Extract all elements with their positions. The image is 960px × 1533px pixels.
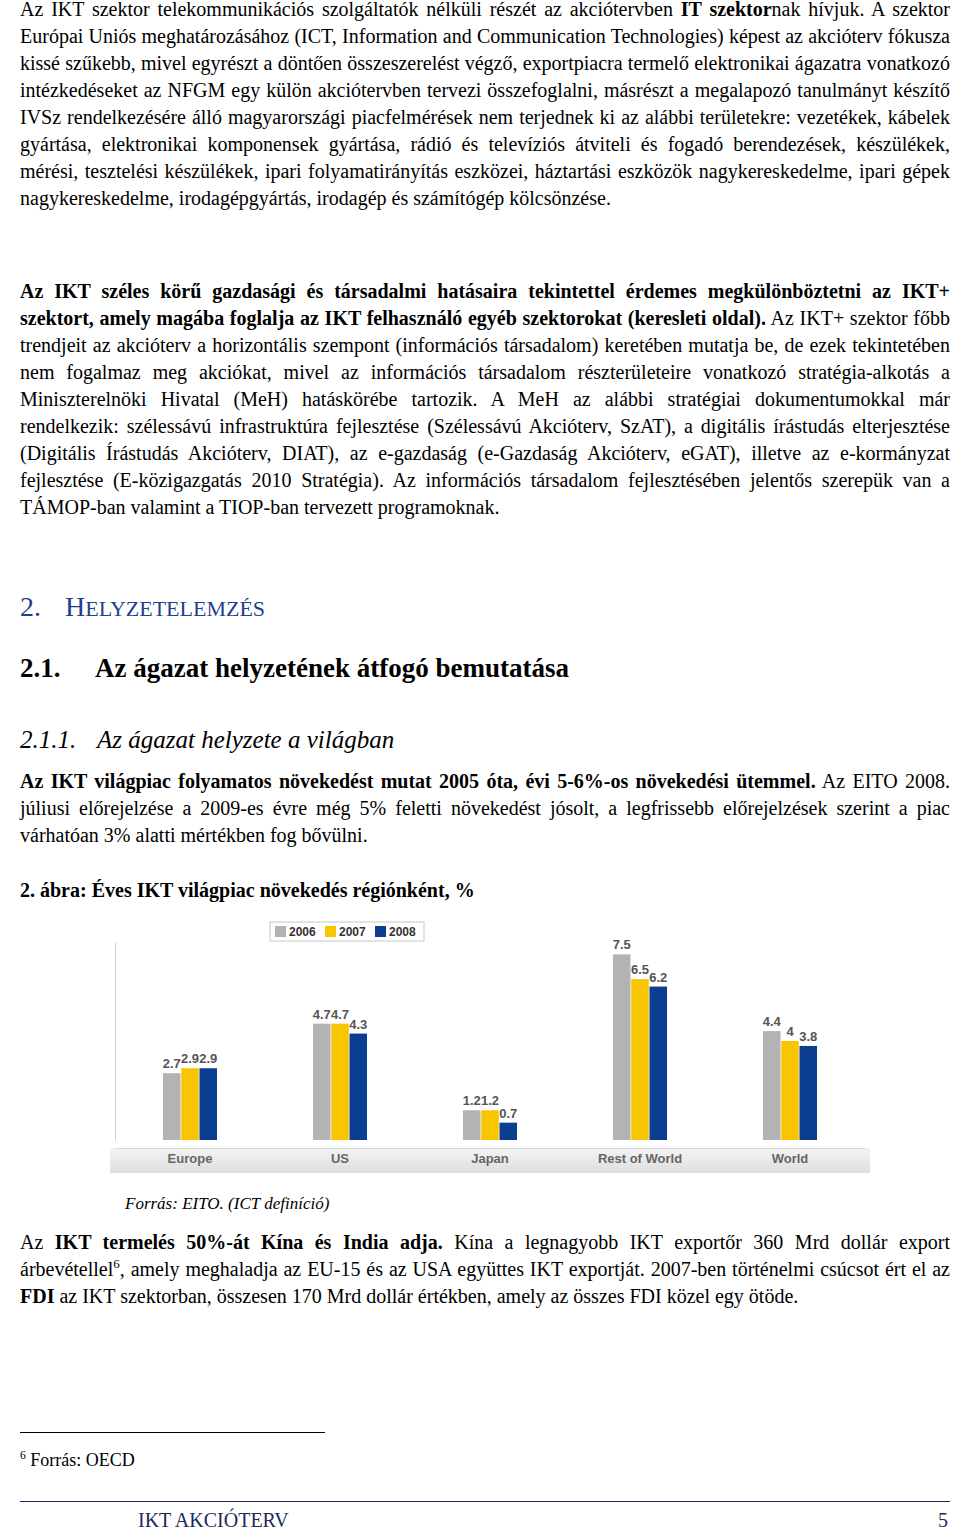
data-label: 3.8 xyxy=(799,1029,817,1044)
x-tick-label: World xyxy=(772,1151,809,1166)
legend-label: 2006 xyxy=(289,925,316,939)
text-run: , amely meghaladja az EU-15 és az USA eg… xyxy=(120,1258,950,1280)
x-tick: Japan xyxy=(471,1148,509,1166)
legend-swatch xyxy=(325,926,336,937)
bar xyxy=(631,979,649,1140)
chart-title: 2. ábra: Éves IKT világpiac növekedés ré… xyxy=(20,877,475,904)
data-label: 2.9 xyxy=(181,1051,199,1066)
bar xyxy=(649,987,667,1140)
bar xyxy=(781,1041,799,1140)
chart: 2.7 4.7 1.2 7.5 4.4 2.9 4.7 1.2 6.5 4 2.9 4.3 0.7 6.2… xyxy=(110,912,870,1177)
legend: 2006 2007 2008 xyxy=(270,922,424,941)
x-tick: Europe xyxy=(168,1148,213,1166)
paragraph: Az IKT termelés 50%-át Kína és India adj… xyxy=(20,1229,950,1310)
legend-item: 2007 xyxy=(325,925,366,939)
figure-source: Forrás: EITO. (ICT definíció) xyxy=(125,1193,329,1215)
data-label: 1.2 xyxy=(481,1093,499,1108)
y-axis xyxy=(115,943,116,1141)
legend-swatch xyxy=(275,926,286,937)
legend-item: 2006 xyxy=(275,925,316,939)
legend-swatch xyxy=(375,926,386,937)
page-number: 5 xyxy=(938,1507,948,1533)
bar xyxy=(349,1034,367,1140)
x-tick: US xyxy=(331,1148,349,1166)
data-label: 1.2 xyxy=(463,1093,481,1108)
footnote-rule xyxy=(20,1432,325,1433)
text-run: FDI xyxy=(20,1285,54,1307)
footnote-text: Forrás: OECD xyxy=(26,1450,135,1470)
footer-rule xyxy=(20,1501,950,1502)
footnote-ref: 6 xyxy=(113,1256,120,1271)
data-label: 6.2 xyxy=(649,970,667,985)
x-tick-label: Japan xyxy=(471,1151,509,1166)
x-tick-label: Europe xyxy=(168,1151,213,1166)
data-label: 2.7 xyxy=(163,1056,181,1071)
text-run: IKT termelés 50%-át Kína és India adja. xyxy=(55,1231,443,1253)
footnote: 6 Forrás: OECD xyxy=(20,1448,135,1472)
legend-frame xyxy=(270,922,424,941)
heading-number: 2.1.1. xyxy=(20,726,76,753)
data-label: 4.3 xyxy=(349,1017,367,1032)
footnote-number: 6 xyxy=(20,1449,26,1462)
heading: 2.1.1.Az ágazat helyzete a világban xyxy=(20,723,76,757)
data-label: 0.7 xyxy=(499,1106,517,1121)
bars xyxy=(163,954,817,1140)
data-label: 2.9 xyxy=(199,1051,217,1066)
x-tick-label: US xyxy=(331,1151,349,1166)
heading: 2.1.Az ágazat helyzetének átfogó bemutat… xyxy=(20,650,61,686)
text-run: IT szektor xyxy=(681,0,772,20)
bar xyxy=(163,1073,181,1140)
data-label: 4.4 xyxy=(763,1014,782,1029)
data-label: 4.7 xyxy=(331,1007,349,1022)
text-run: az IKT szektorban, összesen 170 Mrd doll… xyxy=(54,1285,798,1307)
text-run: Az IKT világpiac folyamatos növekedést m… xyxy=(20,770,816,792)
axis-line xyxy=(116,1148,866,1149)
text-run: Az xyxy=(20,1231,55,1253)
footer-title: IKT AKCIÓTERV xyxy=(138,1507,289,1533)
bar xyxy=(613,954,631,1140)
data-label: 4 xyxy=(786,1024,794,1039)
bar xyxy=(331,1024,349,1140)
bar xyxy=(463,1110,481,1140)
legend-item: 2008 xyxy=(375,925,416,939)
paragraph: Az IKT szektor telekommunikációs szolgál… xyxy=(20,0,950,212)
text-run: Az IKT szektor telekommunikációs szolgál… xyxy=(20,0,681,20)
heading: 2.HELYZETELEMZÉS xyxy=(20,589,41,625)
heading-number: 2.1. xyxy=(20,653,61,683)
heading-text: Az ágazat helyzetének átfogó bemutatása xyxy=(95,650,569,686)
legend-label: 2008 xyxy=(389,925,416,939)
bar xyxy=(799,1046,817,1140)
x-axis: Europe US Japan Rest of World World xyxy=(116,1148,866,1166)
paragraph: Az IKT széles körű gazdasági és társadal… xyxy=(20,278,950,521)
x-tick: Rest of World xyxy=(598,1148,682,1166)
x-tick: World xyxy=(772,1148,809,1166)
heading-text: Az ágazat helyzete a világban xyxy=(97,723,394,757)
legend-label: 2007 xyxy=(339,925,366,939)
data-label: 4.7 xyxy=(313,1007,331,1022)
heading-number: 2. xyxy=(20,591,41,622)
data-label: 6.5 xyxy=(631,962,649,977)
data-labels: 2.7 4.7 1.2 7.5 4.4 2.9 4.7 1.2 6.5 4 2.9 4.3 0.7 6.2… xyxy=(163,937,818,1120)
data-label: 7.5 xyxy=(613,937,631,952)
bar xyxy=(181,1068,199,1140)
bar xyxy=(763,1031,781,1140)
text-run: Az IKT+ szektor főbb trendjeit az akciót… xyxy=(20,307,950,518)
x-tick-label: Rest of World xyxy=(598,1151,682,1166)
bar xyxy=(481,1110,499,1140)
bar xyxy=(313,1024,331,1140)
bar xyxy=(499,1123,517,1140)
paragraph: Az IKT világpiac folyamatos növekedést m… xyxy=(20,768,950,849)
axis-line xyxy=(115,943,116,1141)
text-run: nak hívjuk. A szektor Európai Uniós megh… xyxy=(20,0,950,209)
heading-text: HELYZETELEMZÉS xyxy=(65,589,265,627)
bar xyxy=(199,1068,217,1140)
category-band xyxy=(110,1148,870,1173)
